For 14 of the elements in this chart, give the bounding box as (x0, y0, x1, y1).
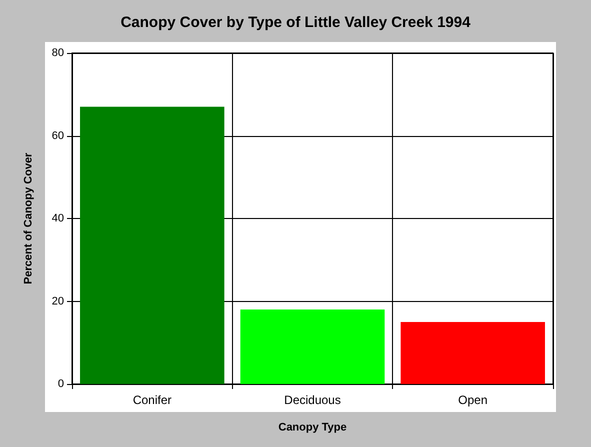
bar (80, 106, 224, 384)
y-tick-label: 60 (52, 130, 64, 142)
x-tick-label: Deciduous (284, 393, 341, 407)
y-axis-title: Percent of Canopy Cover (22, 152, 34, 284)
x-tick-label: Open (458, 393, 488, 407)
y-tick-label: 80 (52, 47, 64, 59)
y-tick-label: 0 (58, 378, 64, 390)
y-tick-label: 40 (52, 212, 64, 224)
x-axis-title: Canopy Type (278, 422, 347, 434)
chart-title: Canopy Cover by Type of Little Valley Creek 1994 (120, 14, 472, 31)
bar (400, 322, 545, 384)
y-tick-label: 20 (52, 295, 64, 308)
bar (240, 310, 385, 384)
x-tick-label: Conifer (132, 393, 172, 407)
